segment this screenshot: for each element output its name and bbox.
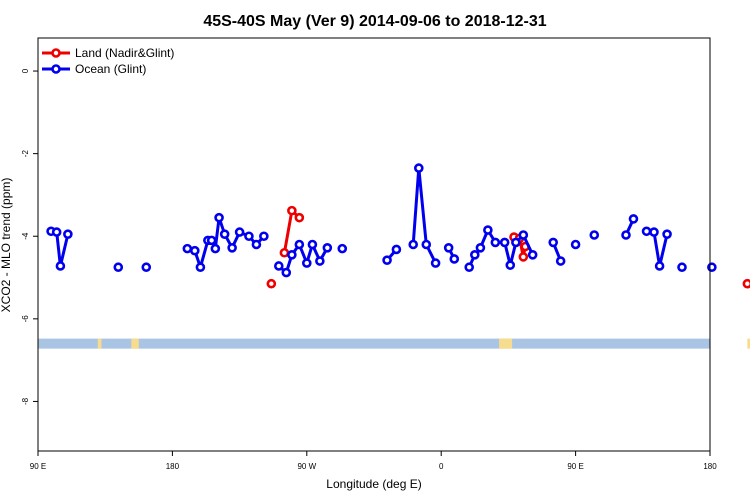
series-ocean-point <box>432 260 439 267</box>
series-ocean-point <box>309 241 316 248</box>
series-ocean-point <box>384 257 391 264</box>
y-tick-label: -4 <box>21 232 30 240</box>
series-ocean-point <box>529 251 536 258</box>
series-ocean-point <box>520 232 527 239</box>
series-ocean-point <box>512 239 519 246</box>
x-tick-label: 90 W <box>297 462 316 471</box>
series-ocean-point <box>260 233 267 240</box>
series-ocean-point <box>501 239 508 246</box>
series-ocean-point <box>115 264 122 271</box>
series-ocean-point <box>221 231 228 238</box>
land-band-0 <box>98 339 102 349</box>
series-ocean-point <box>288 251 295 258</box>
series-ocean <box>48 165 750 276</box>
series-ocean-point <box>212 245 219 252</box>
series-ocean-point <box>623 232 630 239</box>
series-ocean-point <box>415 165 422 172</box>
series-ocean-point <box>664 231 671 238</box>
series-ocean-point <box>229 244 236 251</box>
series-ocean-point <box>656 262 663 269</box>
legend: Land (Nadir&Glint) Ocean (Glint) <box>42 46 174 76</box>
x-axis-label: Longitude (deg E) <box>326 477 421 491</box>
series-ocean-point <box>393 246 400 253</box>
series-ocean-point <box>316 258 323 265</box>
series-ocean-point <box>236 229 243 236</box>
legend-item-ocean: Ocean (Glint) <box>42 62 146 76</box>
land-band-2 <box>499 339 512 349</box>
series-ocean-point <box>477 244 484 251</box>
series-ocean-point <box>324 244 331 251</box>
y-tick-label: -2 <box>21 150 30 158</box>
series-ocean-point <box>53 229 60 236</box>
x-tick-label: 90 E <box>567 462 583 471</box>
series-ocean-point <box>484 227 491 234</box>
y-axis-label: XCO2 - MLO trend (ppm) <box>0 178 13 313</box>
series-ocean-point <box>651 229 658 236</box>
series-ocean-point <box>339 245 346 252</box>
x-axis: 90 E 180 90 W 0 90 E 180 <box>30 451 717 471</box>
series-layer <box>48 165 750 288</box>
series-ocean-point <box>64 231 71 238</box>
legend-marker <box>53 50 60 57</box>
x-tick-label: 90 E <box>30 462 46 471</box>
series-ocean-point <box>451 255 458 262</box>
series-ocean-point <box>296 241 303 248</box>
series-land-point <box>281 249 288 256</box>
series-ocean-point <box>143 264 150 271</box>
legend-marker <box>53 66 60 73</box>
legend-label: Ocean (Glint) <box>75 62 146 76</box>
x-tick-label: 0 <box>439 462 444 471</box>
series-ocean-point <box>630 215 637 222</box>
series-ocean-point <box>445 244 452 251</box>
series-ocean-point <box>557 258 564 265</box>
series-ocean-point <box>492 239 499 246</box>
y-tick-label: -6 <box>21 315 30 323</box>
y-tick-label: -8 <box>21 397 30 405</box>
series-land-point <box>268 280 275 287</box>
series-ocean-point <box>466 264 473 271</box>
series-ocean-point <box>591 232 598 239</box>
series-ocean-point <box>303 260 310 267</box>
series-land-point <box>296 214 303 221</box>
series-ocean-point <box>216 214 223 221</box>
series-ocean-point <box>245 233 252 240</box>
series-land-point <box>520 253 527 260</box>
y-tick-label: 0 <box>21 68 30 73</box>
series-ocean-point <box>410 241 417 248</box>
series-ocean-point <box>550 239 557 246</box>
series-ocean-point <box>208 237 215 244</box>
series-ocean-point <box>572 241 579 248</box>
legend-item-land: Land (Nadir&Glint) <box>42 46 174 60</box>
chart-title: 45S-40S May (Ver 9) 2014-09-06 to 2018-1… <box>203 13 546 30</box>
series-ocean-point <box>708 264 715 271</box>
land-band-1 <box>131 339 138 349</box>
y-axis: 0 -2 -4 -6 -8 <box>21 68 38 405</box>
surface-band <box>38 339 750 349</box>
series-ocean-point <box>275 262 282 269</box>
series-ocean-point <box>253 241 260 248</box>
series-land-point <box>288 207 295 214</box>
series-ocean-point <box>197 264 204 271</box>
plot-frame <box>38 38 710 451</box>
x-tick-label: 180 <box>166 462 180 471</box>
series-ocean-point <box>57 262 64 269</box>
series-ocean-point <box>471 251 478 258</box>
series-ocean-point <box>283 269 290 276</box>
x-tick-label: 180 <box>703 462 717 471</box>
ocean-band <box>38 339 710 349</box>
series-land-point <box>744 280 750 287</box>
series-ocean-point <box>507 262 514 269</box>
series-ocean-point <box>184 245 191 252</box>
series-ocean-point <box>643 228 650 235</box>
series-ocean-point <box>423 241 430 248</box>
series-ocean-point <box>191 247 198 254</box>
series-ocean-point <box>679 264 686 271</box>
legend-label: Land (Nadir&Glint) <box>75 46 174 60</box>
